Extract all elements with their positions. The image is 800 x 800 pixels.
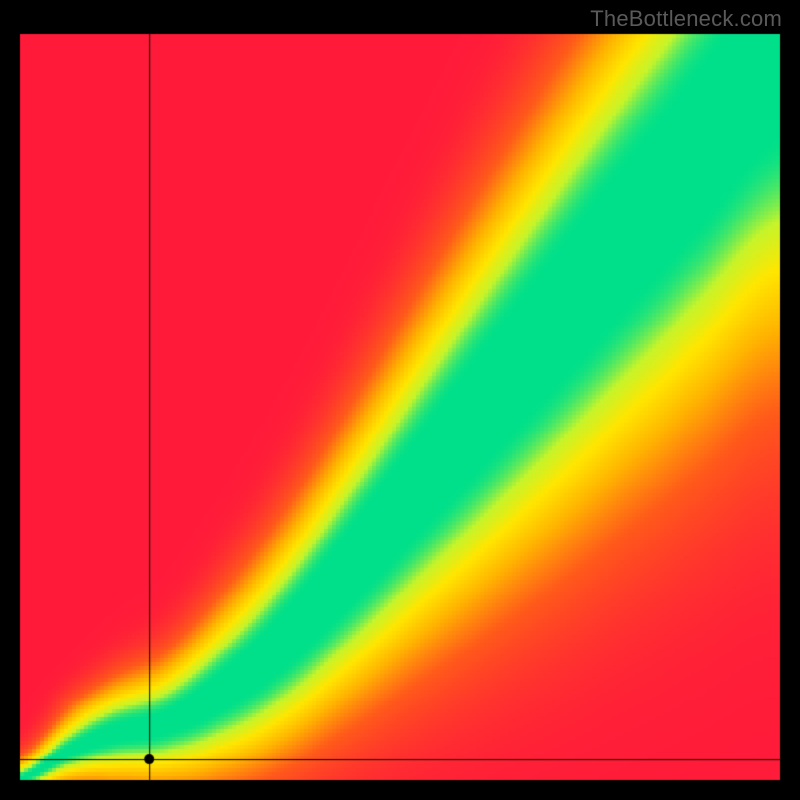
watermark-text: TheBottleneck.com xyxy=(590,6,782,32)
chart-container: TheBottleneck.com xyxy=(0,0,800,800)
crosshair-overlay xyxy=(0,0,800,800)
